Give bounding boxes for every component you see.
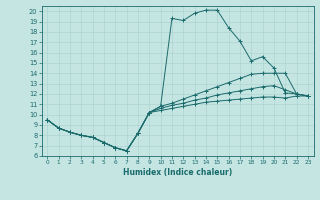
X-axis label: Humidex (Indice chaleur): Humidex (Indice chaleur) xyxy=(123,168,232,177)
